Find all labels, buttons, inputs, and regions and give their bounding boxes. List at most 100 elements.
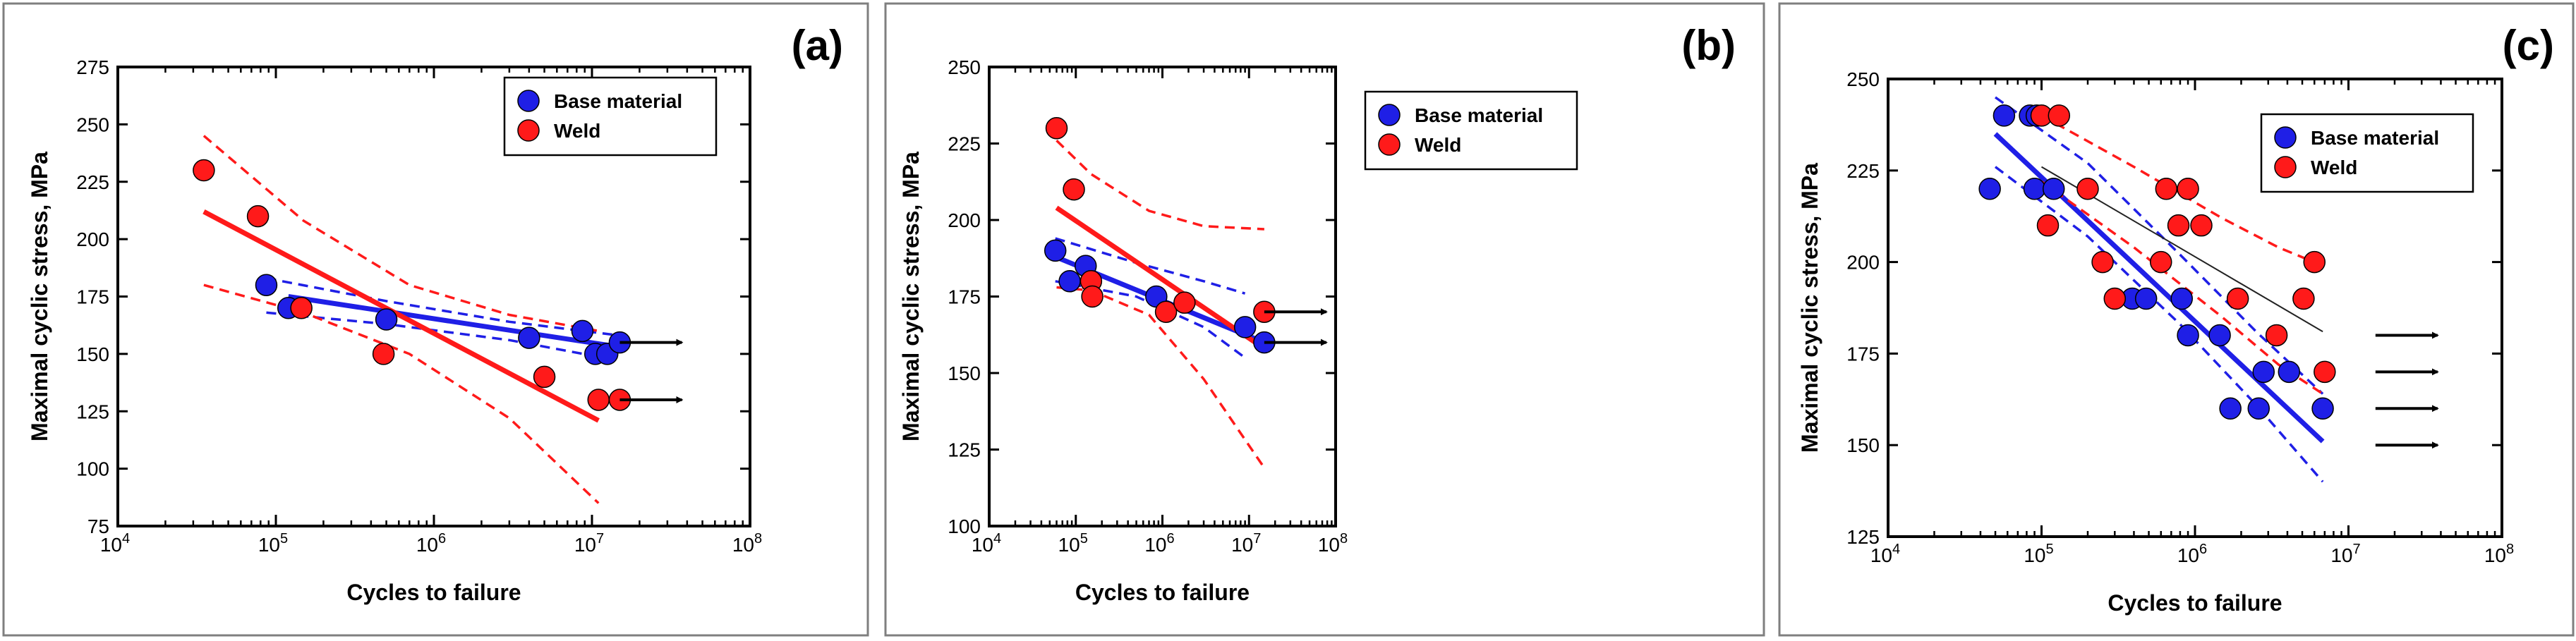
- base-material-point: [255, 274, 278, 296]
- x-axis-title: Cycles to failure: [1075, 580, 1250, 605]
- legend-label-base-material: Base material: [554, 90, 682, 112]
- x-tick-label: 104: [972, 531, 1001, 556]
- base-material-confidence-band: [266, 311, 620, 362]
- y-axis-title: Maximal cyclic stress, MPa: [898, 152, 924, 441]
- weld-point: [2048, 104, 2071, 127]
- legend-label-weld: Weld: [554, 120, 600, 142]
- legend-label-base-material: Base material: [1415, 104, 1543, 126]
- weld-point: [1063, 178, 1085, 201]
- weld-point: [2265, 324, 2288, 347]
- weld-point: [193, 159, 215, 182]
- panel-label: (a): [792, 22, 843, 69]
- x-tick-base: 10: [1231, 534, 1253, 556]
- legend-marker-weld: [517, 119, 540, 142]
- x-tick-base: 10: [2330, 544, 2352, 566]
- weld-point: [246, 204, 270, 228]
- base-material-point: [2170, 287, 2194, 310]
- base-material-fit-line: [288, 294, 620, 350]
- base-material-point: [2219, 397, 2242, 420]
- y-tick-label: 175: [948, 286, 981, 308]
- weld-point: [2314, 360, 2336, 384]
- base-material-point: [1044, 239, 1067, 262]
- weld-point: [2226, 287, 2249, 310]
- x-tick-base: 10: [972, 534, 993, 556]
- x-tick-exponent: 7: [1253, 531, 1261, 547]
- base-material-confidence-band: [1055, 237, 1246, 295]
- base-material-point: [1993, 104, 2016, 127]
- base-material-point: [2208, 324, 2231, 347]
- x-tick-label: 108: [2484, 542, 2514, 566]
- y-tick-label: 100: [948, 515, 981, 537]
- x-tick-label: 106: [1144, 531, 1174, 556]
- y-tick-label: 125: [76, 401, 109, 422]
- y-tick-label: 175: [76, 286, 109, 308]
- x-tick-label: 107: [574, 531, 604, 556]
- legend-marker-weld: [1378, 133, 1401, 156]
- legend-marker-base-material: [1378, 104, 1401, 126]
- base-material-confidence-band: [1994, 96, 2324, 395]
- x-tick-exponent: 5: [1080, 531, 1088, 547]
- y-tick-label: 225: [1846, 160, 1880, 182]
- x-tick-exponent: 4: [122, 531, 130, 547]
- weld-point: [2076, 178, 2099, 200]
- y-tick-label: 250: [1846, 68, 1880, 90]
- x-tick-base: 10: [1318, 534, 1340, 556]
- y-tick-label: 100: [76, 458, 109, 480]
- y-tick-label: 125: [1846, 526, 1880, 548]
- x-tick-label: 107: [1231, 531, 1261, 556]
- weld-point: [2167, 214, 2190, 237]
- weld-confidence-band: [202, 135, 599, 333]
- x-tick-exponent: 8: [1340, 531, 1348, 547]
- base-material-point: [518, 326, 540, 349]
- base-material-point: [1233, 316, 1257, 338]
- x-tick-label: 108: [732, 531, 762, 556]
- y-axis-title: Maximal cyclic stress, MPa: [27, 152, 52, 441]
- legend-label-weld: Weld: [1415, 134, 1461, 156]
- x-tick-base: 10: [574, 534, 596, 556]
- x-tick-label: 104: [1870, 542, 1900, 566]
- weld-point: [372, 343, 395, 365]
- weld-point: [2149, 250, 2172, 274]
- base-material-point: [2252, 360, 2275, 384]
- x-tick-base: 10: [1058, 534, 1080, 556]
- y-tick-label: 150: [948, 362, 981, 384]
- base-material-point: [571, 319, 594, 343]
- x-tick-label: 105: [258, 531, 288, 556]
- x-tick-label: 107: [2330, 542, 2360, 566]
- base-material-point: [2023, 178, 2046, 200]
- x-tick-exponent: 7: [596, 531, 604, 547]
- y-tick-label: 125: [948, 439, 981, 461]
- x-tick-label: 104: [100, 531, 130, 556]
- x-tick-label: 105: [1058, 531, 1088, 556]
- x-tick-exponent: 6: [1167, 531, 1175, 547]
- y-tick-label: 225: [76, 171, 109, 193]
- y-tick-label: 175: [1846, 343, 1880, 365]
- weld-point: [2036, 214, 2060, 237]
- weld-point: [2177, 178, 2199, 200]
- weld-point: [2103, 287, 2127, 310]
- legend-label-weld: Weld: [2311, 157, 2357, 178]
- x-tick-label: 106: [416, 531, 446, 556]
- x-axis-title: Cycles to failure: [346, 580, 521, 605]
- legend-box: [2260, 113, 2474, 193]
- base-material-point: [2247, 397, 2270, 420]
- base-material-point: [1058, 270, 1081, 293]
- weld-point: [1081, 285, 1103, 308]
- weld-confidence-band: [1056, 139, 1264, 231]
- x-tick-exponent: 4: [993, 531, 1001, 547]
- weld-point: [2292, 287, 2315, 310]
- weld-point: [1154, 300, 1178, 323]
- x-tick-exponent: 8: [754, 531, 762, 547]
- weld-point: [1045, 117, 1068, 140]
- x-tick-base: 10: [416, 534, 438, 556]
- weld-point: [533, 365, 556, 389]
- x-tick-exponent: 5: [2046, 542, 2054, 557]
- legend-box: [503, 76, 718, 157]
- x-tick-label: 108: [1318, 531, 1348, 556]
- x-tick-exponent: 4: [1892, 542, 1900, 557]
- base-material-point: [1978, 178, 2001, 200]
- y-tick-label: 150: [1846, 434, 1880, 456]
